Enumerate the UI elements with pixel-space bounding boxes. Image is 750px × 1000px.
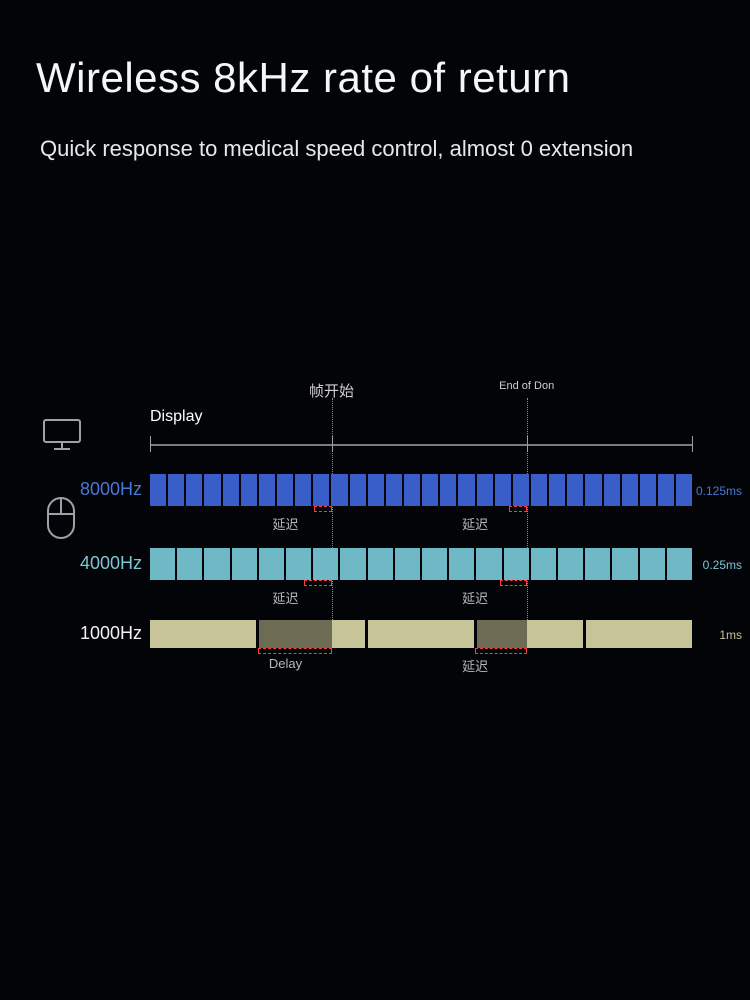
value-8000hz: 0.125ms [696, 484, 742, 498]
value-1000hz: 1ms [719, 628, 742, 642]
segbar-1000hz [150, 620, 692, 648]
value-4000hz: 0.25ms [703, 558, 742, 572]
bar-4000hz: 延迟延迟 [150, 548, 692, 580]
page-subtitle: Quick response to medical speed control,… [40, 136, 633, 162]
display-bar [150, 426, 692, 462]
delay-label: 延迟 [462, 656, 488, 675]
row-1000hz-label: 1000Hz [60, 623, 142, 644]
monitor-icon [42, 418, 82, 452]
bar-8000hz: 延迟延迟 [150, 474, 692, 506]
marker-end-label: End of Don [499, 380, 554, 392]
mouse-icon [46, 496, 76, 540]
page: Wireless 8kHz rate of return Quick respo… [0, 0, 750, 1000]
display-label: Display [150, 408, 230, 426]
segbar-8000hz [150, 474, 692, 506]
bar-1000hz: Delay延迟 [150, 620, 692, 648]
display-line [150, 444, 692, 446]
delay-label: 延迟 [272, 588, 298, 607]
delay-label: 延迟 [462, 514, 488, 533]
segbar-4000hz [150, 548, 692, 580]
delay-label: 延迟 [272, 514, 298, 533]
delay-label: 延迟 [462, 588, 488, 607]
row-4000hz-label: 4000Hz [60, 553, 142, 574]
delay-label: Delay [269, 656, 302, 671]
page-title: Wireless 8kHz rate of return [36, 54, 571, 102]
